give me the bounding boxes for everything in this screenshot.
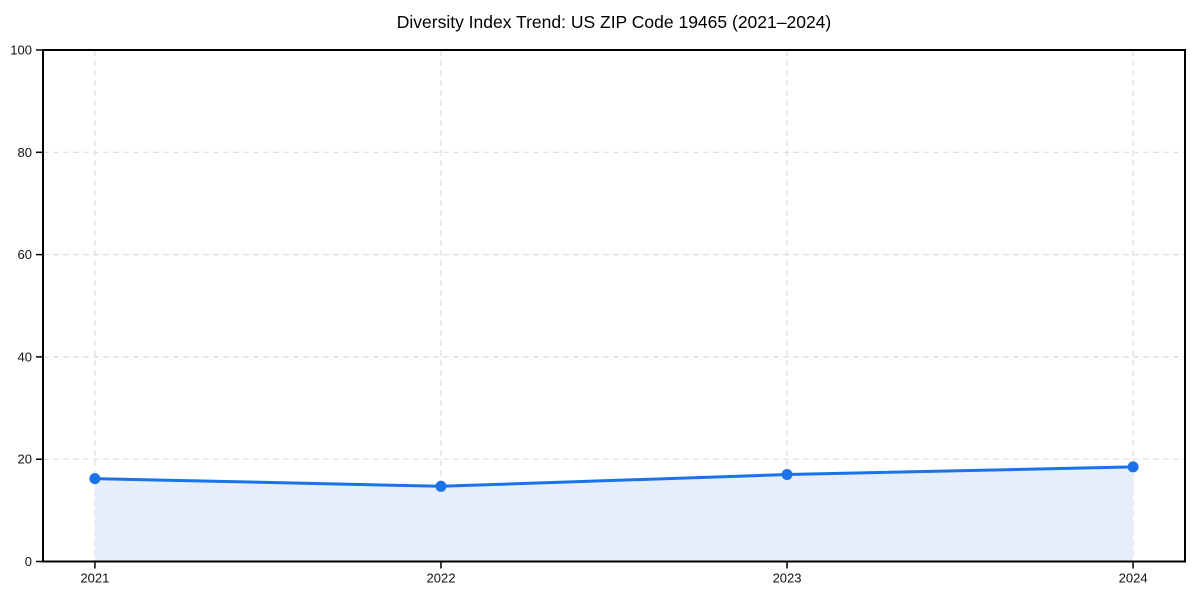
data-point <box>89 473 101 485</box>
data-point-markers <box>89 461 1139 492</box>
y-tick-label: 80 <box>18 145 32 160</box>
area-fill <box>94 466 1134 562</box>
data-point <box>435 480 447 492</box>
trend-line <box>93 465 1135 488</box>
x-tick-label: 2024 <box>1119 571 1148 586</box>
y-tick-label: 40 <box>18 349 32 364</box>
y-tick-label: 60 <box>18 247 32 262</box>
data-point <box>1127 461 1139 473</box>
y-axis-tick-labels: 0 20 40 60 80 100 <box>10 43 32 570</box>
x-axis-tick-labels: 2021 2022 2023 2024 <box>80 571 1147 586</box>
y-tick-label: 100 <box>10 43 32 58</box>
plot-frame <box>42 49 1186 563</box>
series-area <box>94 466 1134 562</box>
y-tick-label: 0 <box>25 554 32 569</box>
x-tick-label: 2021 <box>80 571 109 586</box>
axes-frame <box>42 49 1186 563</box>
x-tick-label: 2022 <box>427 571 456 586</box>
x-tick-label: 2023 <box>773 571 802 586</box>
series-line <box>93 465 1135 488</box>
y-tick-label: 20 <box>18 452 32 467</box>
data-point <box>781 469 793 481</box>
chart-title: Diversity Index Trend: US ZIP Code 19465… <box>397 12 832 32</box>
axis-ticks <box>36 49 1134 569</box>
